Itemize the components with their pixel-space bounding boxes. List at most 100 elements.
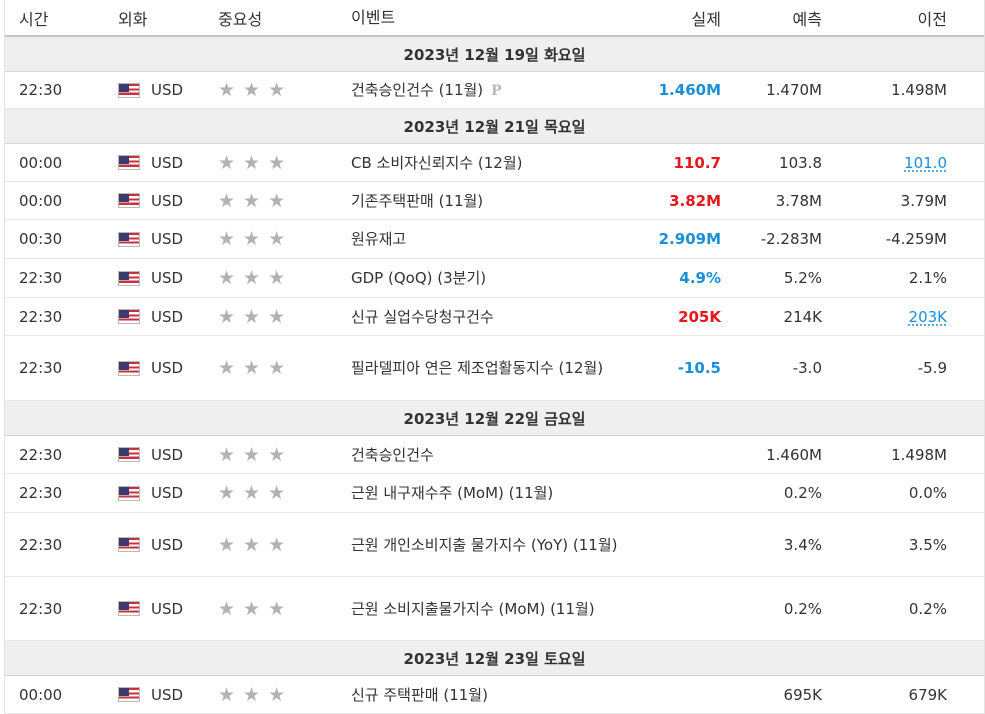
event-time: 22:30	[19, 81, 63, 99]
event-time: 22:30	[19, 484, 63, 502]
forecast-value: 214K	[783, 307, 822, 326]
star-icon: ★	[268, 683, 286, 706]
importance-stars: ★ ★ ★	[218, 79, 351, 101]
table-header: 시간 외화 중요성 이벤트 실제 예측 이전	[5, 0, 984, 37]
header-importance[interactable]: 중요성	[218, 9, 263, 29]
event-row[interactable]: 22:30 USD ★ ★ ★ 필라델피아 연은 제조업활동지수 (12월) -10…	[5, 336, 984, 401]
actual-value: 2.909M	[658, 230, 721, 248]
currency-cell: USD	[118, 192, 218, 210]
star-icon: ★	[218, 228, 236, 250]
event-name[interactable]: 근원 개인소비지출 물가지수 (YoY) (11월)	[351, 535, 618, 554]
currency-cell: USD	[118, 536, 218, 554]
event-time: 22:30	[19, 599, 63, 618]
star-icon: ★	[218, 482, 236, 504]
event-row[interactable]: 22:30 USD ★ ★ ★ 근원 개인소비지출 물가지수 (YoY) (11월)…	[5, 513, 984, 577]
star-icon: ★	[268, 305, 286, 328]
event-time: 00:00	[19, 685, 63, 704]
actual-value: 3.82M	[669, 191, 721, 210]
currency-cell: USD	[118, 269, 218, 287]
event-name[interactable]: 원유재고	[351, 230, 407, 248]
event-name[interactable]: 기존주택판매 (11월)	[351, 191, 484, 210]
currency-code: USD	[151, 359, 184, 377]
currency-cell: USD	[118, 446, 218, 464]
star-icon: ★	[218, 683, 236, 706]
currency-cell: USD	[118, 484, 218, 502]
event-row[interactable]: 00:00 USD ★ ★ ★ CB 소비자신뢰지수 (12월) 110.7 103…	[5, 144, 984, 182]
currency-code: USD	[151, 484, 184, 502]
star-icon: ★	[268, 189, 286, 212]
forecast-value: 0.2%	[783, 599, 822, 618]
preliminary-p-icon[interactable]: P	[491, 82, 502, 99]
previous-value: 3.79M	[900, 191, 947, 210]
star-icon: ★	[243, 597, 261, 620]
event-name[interactable]: 근원 소비지출물가지수 (MoM) (11월)	[351, 599, 595, 618]
event-row[interactable]: 00:30 USD ★ ★ ★ 원유재고 2.909M -2.283M -4.259…	[5, 220, 984, 259]
event-name[interactable]: 건축승인건수	[351, 445, 434, 464]
header-currency[interactable]: 외화	[118, 9, 148, 29]
star-icon: ★	[243, 482, 261, 504]
us-flag-icon	[118, 601, 140, 616]
event-name[interactable]: 신규 주택판매 (11월)	[351, 685, 488, 704]
header-time[interactable]: 시간	[19, 9, 49, 29]
event-row[interactable]: 00:00 USD ★ ★ ★ 신규 주택판매 (11월) 695K 679K	[5, 676, 984, 714]
star-icon: ★	[218, 79, 236, 101]
us-flag-icon	[118, 537, 140, 552]
currency-code: USD	[151, 535, 184, 554]
header-actual[interactable]: 실제	[691, 9, 721, 29]
previous-value: 1.498M	[891, 445, 947, 464]
currency-cell: USD	[118, 154, 218, 172]
event-name-cell[interactable]: 건축승인건수 (11월) P	[351, 76, 626, 105]
currency-cell: USD	[118, 81, 218, 99]
currency-cell: USD	[118, 686, 218, 704]
event-name[interactable]: 신규 실업수당청구건수	[351, 307, 494, 326]
star-icon: ★	[243, 267, 261, 289]
event-row[interactable]: 22:30 USD ★ ★ ★ 근원 소비지출물가지수 (MoM) (11월) 0.…	[5, 577, 984, 641]
event-name[interactable]: 필라델피아 연은 제조업활동지수 (12월)	[351, 359, 604, 377]
header-forecast[interactable]: 예측	[792, 9, 822, 29]
event-row[interactable]: 22:30 USD ★ ★ ★ 건축승인건수 1.460M 1.498M	[5, 436, 984, 474]
event-row[interactable]: 22:30 USD ★ ★ ★ 근원 내구재수주 (MoM) (11월) 0.2% …	[5, 474, 984, 513]
event-name[interactable]: CB 소비자신뢰지수 (12월)	[351, 153, 523, 172]
forecast-value: -3.0	[792, 359, 822, 377]
currency-cell: USD	[118, 359, 218, 377]
us-flag-icon	[118, 687, 140, 702]
economic-calendar: 시간 외화 중요성 이벤트 실제 예측 이전 2023년 12월 19일 화요일…	[4, 0, 985, 714]
event-time: 00:00	[19, 191, 63, 210]
importance-stars: ★ ★ ★	[218, 306, 351, 328]
star-icon: ★	[268, 597, 286, 620]
us-flag-icon	[118, 485, 140, 501]
us-flag-icon	[118, 82, 140, 98]
currency-code: USD	[151, 685, 184, 704]
event-row[interactable]: 22:30 USD ★ ★ ★ GDP (QoQ) (3분기) 4.9% 5.2% …	[5, 259, 984, 298]
header-previous[interactable]: 이전	[917, 9, 947, 29]
importance-stars: ★ ★ ★	[218, 228, 351, 250]
star-icon: ★	[243, 683, 261, 706]
header-event[interactable]: 이벤트	[351, 7, 396, 27]
event-name[interactable]: 건축승인건수 (11월)	[351, 80, 484, 99]
star-icon: ★	[243, 189, 261, 212]
event-row[interactable]: 22:30 USD ★ ★ ★ 건축승인건수 (11월) P 1.460M 1.470…	[5, 72, 984, 109]
previous-value-revised[interactable]: 101.0	[904, 153, 947, 172]
star-icon: ★	[243, 151, 261, 174]
importance-stars: ★ ★ ★	[218, 357, 351, 379]
star-icon: ★	[243, 443, 261, 466]
previous-value-revised[interactable]: 203K	[908, 307, 947, 326]
event-time: 22:30	[19, 307, 63, 326]
event-name[interactable]: 근원 내구재수주 (MoM) (11월)	[351, 484, 554, 502]
event-name[interactable]: GDP (QoQ) (3분기)	[351, 269, 487, 287]
event-row[interactable]: 00:00 USD ★ ★ ★ 기존주택판매 (11월) 3.82M 3.78M 3…	[5, 182, 984, 220]
event-row[interactable]: 22:30 USD ★ ★ ★ 신규 실업수당청구건수 205K 214K 203K	[5, 298, 984, 336]
event-time: 22:30	[19, 445, 63, 464]
forecast-value: 1.470M	[766, 81, 822, 99]
forecast-value: 3.78M	[775, 191, 822, 210]
star-icon: ★	[218, 151, 236, 174]
importance-stars: ★ ★ ★	[218, 684, 351, 706]
star-icon: ★	[243, 79, 261, 101]
star-icon: ★	[268, 79, 286, 101]
importance-stars: ★ ★ ★	[218, 598, 351, 620]
importance-stars: ★ ★ ★	[218, 444, 351, 466]
actual-value: 1.460M	[658, 81, 721, 99]
event-time: 22:30	[19, 535, 63, 554]
importance-stars: ★ ★ ★	[218, 152, 351, 174]
star-icon: ★	[268, 443, 286, 466]
